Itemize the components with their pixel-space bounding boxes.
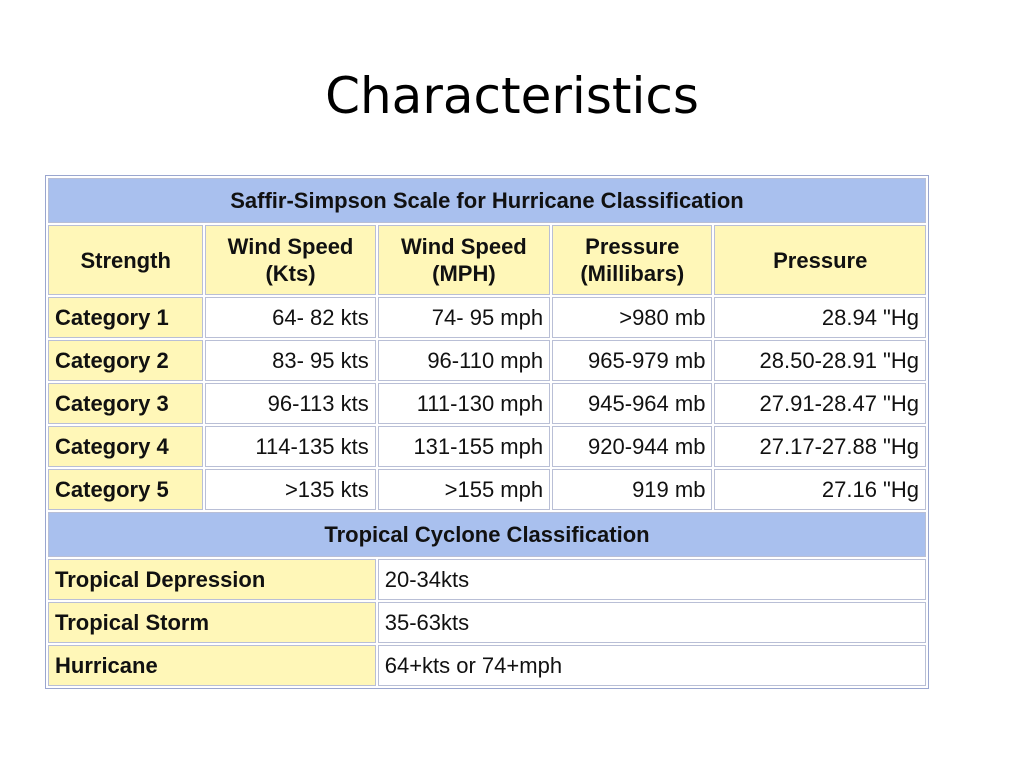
pressure-hg-cell: 28.94 "Hg	[714, 297, 926, 338]
category-label: Category 2	[48, 340, 204, 381]
column-header-strength: Strength	[48, 225, 204, 295]
pressure-hg-cell: 28.50-28.91 "Hg	[714, 340, 926, 381]
table-row: Tropical Depression 20-34kts	[48, 559, 926, 600]
header-line: (Millibars)	[580, 261, 685, 286]
header-line: (MPH)	[432, 261, 496, 286]
column-header-row: Strength Wind Speed (Kts) Wind Speed (MP…	[48, 225, 926, 295]
table-row: Hurricane 64+kts or 74+mph	[48, 645, 926, 686]
table-row: Category 1 64- 82 kts 74- 95 mph >980 mb…	[48, 297, 926, 338]
tropical-caption-row: Tropical Cyclone Classification	[48, 512, 926, 557]
wind-kts-cell: 64- 82 kts	[205, 297, 376, 338]
header-line: Pressure	[585, 234, 680, 259]
table-row: Tropical Storm 35-63kts	[48, 602, 926, 643]
table-caption-row: Saffir-Simpson Scale for Hurricane Class…	[48, 178, 926, 223]
wind-mph-cell: 111-130 mph	[377, 383, 551, 424]
header-line: Wind Speed	[401, 234, 527, 259]
header-line: Wind Speed	[227, 234, 354, 259]
pressure-mb-cell: 945-964 mb	[552, 383, 713, 424]
table-caption: Saffir-Simpson Scale for Hurricane Class…	[48, 178, 926, 223]
tropical-label: Tropical Depression	[48, 559, 376, 600]
wind-mph-cell: >155 mph	[377, 469, 551, 510]
pressure-mb-cell: 920-944 mb	[552, 426, 713, 467]
category-label: Category 1	[48, 297, 204, 338]
wind-mph-cell: 96-110 mph	[377, 340, 551, 381]
table-row: Category 3 96-113 kts 111-130 mph 945-96…	[48, 383, 926, 424]
pressure-mb-cell: 919 mb	[552, 469, 713, 510]
wind-mph-cell: 131-155 mph	[377, 426, 551, 467]
hurricane-classification-table: Saffir-Simpson Scale for Hurricane Class…	[45, 175, 929, 689]
category-label: Category 5	[48, 469, 204, 510]
header-line: Pressure	[773, 247, 868, 273]
tropical-label: Hurricane	[48, 645, 376, 686]
wind-kts-cell: 83- 95 kts	[205, 340, 376, 381]
pressure-mb-cell: >980 mb	[552, 297, 713, 338]
column-header-wind-mph: Wind Speed (MPH)	[377, 225, 551, 295]
table-row: Category 2 83- 95 kts 96-110 mph 965-979…	[48, 340, 926, 381]
pressure-mb-cell: 965-979 mb	[552, 340, 713, 381]
table-row: Category 4 114-135 kts 131-155 mph 920-9…	[48, 426, 926, 467]
column-header-wind-kts: Wind Speed (Kts)	[205, 225, 376, 295]
slide-title: Characteristics	[325, 67, 699, 125]
tropical-label: Tropical Storm	[48, 602, 376, 643]
wind-kts-cell: 114-135 kts	[205, 426, 376, 467]
header-line: (Kts)	[265, 261, 316, 286]
category-label: Category 4	[48, 426, 204, 467]
header-line: Strength	[80, 247, 171, 273]
tropical-caption: Tropical Cyclone Classification	[48, 512, 926, 557]
tropical-value: 64+kts or 74+mph	[377, 645, 926, 686]
column-header-pressure-mb: Pressure (Millibars)	[552, 225, 713, 295]
tropical-value: 35-63kts	[377, 602, 926, 643]
category-label: Category 3	[48, 383, 204, 424]
table-row: Category 5 >135 kts >155 mph 919 mb 27.1…	[48, 469, 926, 510]
pressure-hg-cell: 27.91-28.47 "Hg	[714, 383, 926, 424]
pressure-hg-cell: 27.16 "Hg	[714, 469, 926, 510]
tropical-value: 20-34kts	[377, 559, 926, 600]
column-header-pressure-hg: Pressure	[714, 225, 926, 295]
pressure-hg-cell: 27.17-27.88 "Hg	[714, 426, 926, 467]
wind-kts-cell: >135 kts	[205, 469, 376, 510]
wind-mph-cell: 74- 95 mph	[377, 297, 551, 338]
wind-kts-cell: 96-113 kts	[205, 383, 376, 424]
